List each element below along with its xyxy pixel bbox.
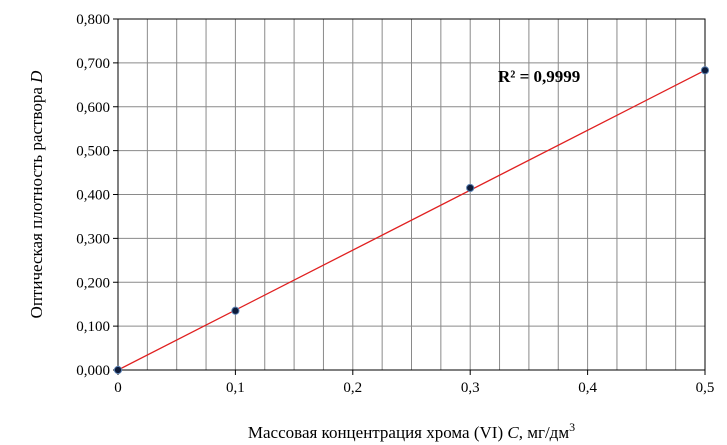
y-tick-label: 0,300 <box>76 231 110 247</box>
data-point <box>701 67 708 74</box>
x-tick-label: 0 <box>114 380 122 396</box>
y-tick-label: 0,700 <box>76 56 110 72</box>
y-axis-title-var: D <box>27 70 46 84</box>
x-tick-label: 0,2 <box>343 380 362 396</box>
y-tick-label: 0,100 <box>76 319 110 335</box>
x-axis-title-prefix: Массовая концентрация хрома (VI) <box>248 423 507 442</box>
x-tick-label: 0,5 <box>696 380 715 396</box>
data-point <box>114 366 121 373</box>
y-axis-title: Оптическая плотность раствора D <box>27 70 46 319</box>
x-tick-label: 0,1 <box>226 380 245 396</box>
y-tick-label: 0,500 <box>76 144 110 160</box>
y-tick-label: 0,000 <box>76 363 110 379</box>
r-squared-annotation: R² = 0,9999 <box>498 67 580 86</box>
x-axis-title-var: C, <box>507 423 523 442</box>
data-point <box>232 307 239 314</box>
y-axis-ticks: 0,000 0,100 0,200 0,300 0,400 0,500 0,600 0,700… <box>76 12 118 379</box>
x-tick-label: 0,4 <box>578 380 597 396</box>
grid <box>118 19 705 370</box>
x-tick-label: 0,3 <box>461 380 480 396</box>
y-tick-label: 0,400 <box>76 188 110 204</box>
y-tick-label: 0,600 <box>76 100 110 116</box>
y-tick-label: 0,200 <box>76 275 110 291</box>
x-axis-title-unit: мг/дм <box>523 423 569 442</box>
data-point <box>467 184 474 191</box>
x-axis-ticks: 0 0,1 0,2 0,3 0,4 0,5 <box>114 370 714 396</box>
x-axis-title-sup: 3 <box>569 420 575 434</box>
y-tick-label: 0,800 <box>76 12 110 28</box>
y-axis-title-prefix: Оптическая плотность раствора <box>27 83 46 319</box>
x-axis-title: Массовая концентрация хрома (VI) C, мг/д… <box>248 420 575 442</box>
